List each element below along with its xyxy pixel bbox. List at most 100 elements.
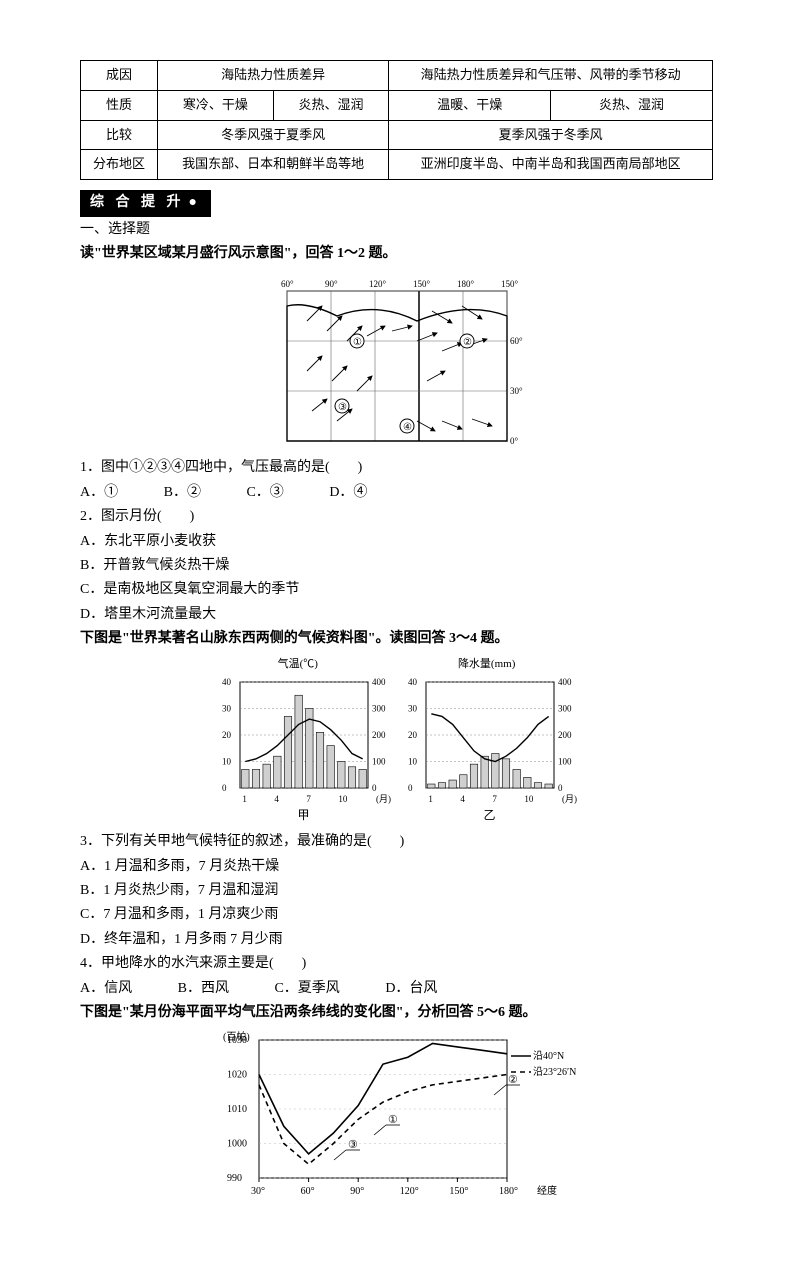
- svg-text:200: 200: [558, 730, 572, 740]
- q2-opt-c: C．是南极地区臭氧空洞最大的季节: [80, 579, 713, 601]
- svg-text:4: 4: [460, 794, 465, 804]
- svg-text:②: ②: [463, 337, 472, 348]
- question-intro-3: 下图是"某月份海平面平均气压沿两条纬线的变化图"，分析回答 5～6 题。: [80, 1002, 713, 1024]
- svg-text:150°: 150°: [413, 279, 431, 289]
- question-3: 3．下列有关甲地气候特征的叙述，最准确的是( ): [80, 831, 713, 853]
- svg-text:30: 30: [408, 704, 418, 714]
- svg-text:(百帕): (百帕): [223, 1030, 250, 1043]
- row-header: 比较: [81, 120, 158, 150]
- svg-text:120°: 120°: [369, 279, 387, 289]
- svg-text:990: 990: [227, 1173, 242, 1184]
- svg-text:1: 1: [428, 794, 433, 804]
- cell: 亚洲印度半岛、中南半岛和我国西南局部地区: [389, 150, 713, 180]
- svg-text:0: 0: [222, 783, 227, 793]
- svg-text:150°: 150°: [501, 279, 519, 289]
- choice-b: B．②: [164, 482, 201, 504]
- cell: 我国东部、日本和朝鲜半岛等地: [158, 150, 389, 180]
- svg-text:90°: 90°: [325, 279, 338, 289]
- ylabel-left: 气温(℃): [278, 656, 318, 674]
- climate-charts: 气温(℃) 降水量(mm) 00101002020030300404001471…: [80, 656, 713, 825]
- svg-text:(月): (月): [562, 794, 577, 804]
- svg-text:100: 100: [372, 757, 386, 767]
- cell: 温暖、干燥: [389, 90, 551, 120]
- svg-text:10: 10: [524, 794, 534, 804]
- cell: 冬季风强于夏季风: [158, 120, 389, 150]
- svg-text:90°: 90°: [350, 1186, 364, 1197]
- svg-text:7: 7: [306, 794, 311, 804]
- svg-text:③: ③: [348, 1139, 358, 1151]
- svg-text:0: 0: [372, 783, 377, 793]
- svg-text:300: 300: [558, 704, 572, 714]
- pressure-chart-svg: 9901000101010201030(百帕)30°60°90°120°150°…: [217, 1030, 577, 1200]
- svg-text:①: ①: [353, 337, 362, 348]
- svg-text:经度: 经度: [537, 1184, 557, 1197]
- q2-opt-a: A．东北平原小麦收获: [80, 531, 713, 553]
- q3-opt-b: B．1 月炎热少雨，7 月温和湿润: [80, 880, 713, 902]
- section-badge: 综 合 提 升: [80, 190, 211, 216]
- svg-text:10: 10: [338, 794, 348, 804]
- cell: 炎热、湿润: [551, 90, 713, 120]
- q2-opt-d: D．塔里木河流量最大: [80, 604, 713, 626]
- svg-text:20: 20: [408, 730, 418, 740]
- choice-a: A．信风: [80, 978, 132, 1000]
- svg-text:400: 400: [558, 677, 572, 687]
- svg-text:1: 1: [242, 794, 247, 804]
- svg-text:60°: 60°: [281, 279, 294, 289]
- svg-text:(月): (月): [376, 794, 391, 804]
- svg-text:20: 20: [222, 730, 232, 740]
- choice-b: B．西风: [178, 978, 229, 1000]
- svg-text:30°: 30°: [251, 1186, 265, 1197]
- svg-text:4: 4: [274, 794, 279, 804]
- svg-text:200: 200: [372, 730, 386, 740]
- svg-text:④: ④: [403, 422, 412, 433]
- cell: 海陆热力性质差异: [158, 61, 389, 91]
- jia-label: 甲: [214, 806, 394, 825]
- climate-chart-jia: 001010020200303004040014710(月): [214, 676, 394, 806]
- q1-choices: A．① B．② C．③ D．④: [80, 482, 713, 504]
- choice-d: D．④: [329, 482, 367, 504]
- svg-text:120°: 120°: [399, 1186, 418, 1197]
- q3-opt-d: D．终年温和，1 月多雨 7 月少雨: [80, 929, 713, 951]
- svg-text:180°: 180°: [499, 1186, 518, 1197]
- svg-text:0: 0: [408, 783, 413, 793]
- pressure-chart: 9901000101010201030(百帕)30°60°90°120°150°…: [80, 1030, 713, 1200]
- svg-text:30°: 30°: [510, 386, 523, 396]
- ylabel-right: 降水量(mm): [458, 656, 515, 674]
- svg-text:180°: 180°: [457, 279, 475, 289]
- choice-c: C．夏季风: [274, 978, 339, 1000]
- svg-text:沿23°26′N: 沿23°26′N: [533, 1066, 576, 1078]
- question-intro-2: 下图是"世界某著名山脉东西两侧的气候资料图"。读图回答 3～4 题。: [80, 628, 713, 650]
- svg-text:沿40°N: 沿40°N: [533, 1050, 564, 1062]
- question-intro: 读"世界某区域某月盛行风示意图"，回答 1～2 题。: [80, 243, 713, 265]
- row-header: 分布地区: [81, 150, 158, 180]
- svg-text:60°: 60°: [510, 336, 523, 346]
- svg-text:1020: 1020: [227, 1070, 247, 1081]
- q2-opt-b: B．开普敦气候炎热干燥: [80, 555, 713, 577]
- row-header: 性质: [81, 90, 158, 120]
- wind-map-svg: 60°90°120°150°180°150°60°30°0°①②③④: [267, 271, 527, 451]
- svg-text:7: 7: [492, 794, 497, 804]
- svg-text:100: 100: [558, 757, 572, 767]
- svg-text:40: 40: [222, 677, 232, 687]
- svg-text:1010: 1010: [227, 1104, 247, 1115]
- choice-a: A．①: [80, 482, 118, 504]
- q4-choices: A．信风 B．西风 C．夏季风 D．台风: [80, 978, 713, 1000]
- cell: 夏季风强于冬季风: [389, 120, 713, 150]
- comparison-table: 成因 海陆热力性质差异 海陆热力性质差异和气压带、风带的季节移动 性质 寒冷、干…: [80, 60, 713, 180]
- choice-d: D．台风: [385, 978, 437, 1000]
- svg-text:②: ②: [508, 1074, 518, 1086]
- svg-text:③: ③: [338, 402, 347, 413]
- svg-text:300: 300: [372, 704, 386, 714]
- cell: 寒冷、干燥: [158, 90, 274, 120]
- cell: 海陆热力性质差异和气压带、风带的季节移动: [389, 61, 713, 91]
- q3-opt-a: A．1 月温和多雨，7 月炎热干燥: [80, 856, 713, 878]
- question-4: 4．甲地降水的水汽来源主要是( ): [80, 953, 713, 975]
- svg-text:150°: 150°: [449, 1186, 468, 1197]
- cell: 炎热、湿润: [273, 90, 389, 120]
- question-2: 2．图示月份( ): [80, 506, 713, 528]
- wind-map-figure: 60°90°120°150°180°150°60°30°0°①②③④: [80, 271, 713, 451]
- q3-opt-c: C．7 月温和多雨，1 月凉爽少雨: [80, 904, 713, 926]
- svg-text:①: ①: [388, 1114, 398, 1126]
- svg-text:40: 40: [408, 677, 418, 687]
- row-header: 成因: [81, 61, 158, 91]
